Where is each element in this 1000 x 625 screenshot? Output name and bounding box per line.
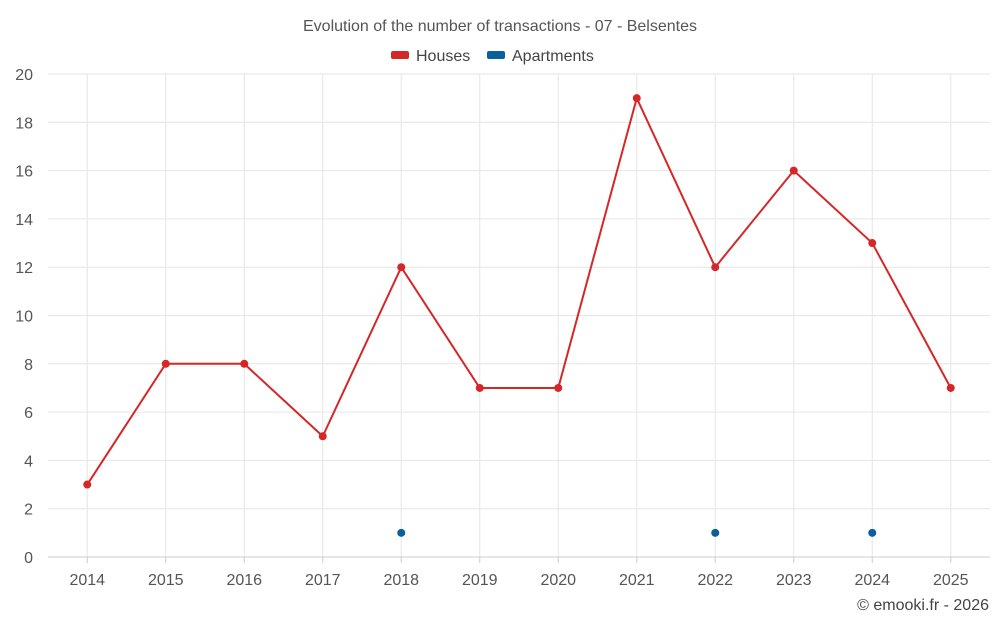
x-tick-label: 2025 [933,572,969,589]
y-tick-label: 2 [24,502,33,519]
data-point-houses[interactable] [83,480,92,489]
data-point-houses[interactable] [397,263,406,272]
series [83,94,955,537]
y-tick-label: 0 [24,550,33,567]
x-tick-label: 2021 [619,572,655,589]
x-tick-label: 2018 [383,572,419,589]
data-point-houses[interactable] [632,94,641,103]
data-point-houses[interactable] [868,239,877,248]
y-axis: 0 2 4 6 8 10 12 14 16 18 20 [15,67,33,567]
x-tick-label: 2017 [305,572,341,589]
y-tick-label: 4 [24,453,33,470]
y-tick-label: 20 [15,67,33,84]
x-tick-label: 2022 [697,572,733,589]
grid [48,73,990,558]
x-axis: 2014 2015 2016 2017 2018 2019 2020 2021 2022 2023… [48,556,990,589]
data-point-houses[interactable] [711,263,720,272]
x-tick-label: 2024 [854,572,890,589]
y-tick-label: 10 [15,309,33,326]
data-point-houses[interactable] [240,359,249,368]
x-tick-label: 2016 [226,572,262,589]
data-point-houses[interactable] [946,383,955,392]
y-tick-label: 14 [15,212,33,229]
data-point-houses[interactable] [475,383,484,392]
credit-text: © emooki.fr - 2026 [857,597,989,614]
legend-swatch-houses [391,51,409,59]
data-point-houses[interactable] [161,359,170,368]
data-point-houses[interactable] [318,432,327,441]
y-tick-label: 16 [15,164,33,181]
data-point-houses[interactable] [554,383,563,392]
y-tick-label: 8 [24,357,33,374]
y-tick-label: 12 [15,260,33,277]
chart-title: Evolution of the number of transactions … [303,18,697,35]
data-point-apartments[interactable] [397,528,406,537]
legend-item-houses[interactable]: Houses [391,48,470,65]
y-tick-label: 18 [15,115,33,132]
x-tick-label: 2015 [148,572,184,589]
legend-item-apartments[interactable]: Apartments [487,48,594,65]
legend-swatch-apartments [487,51,505,59]
data-point-houses[interactable] [789,166,798,175]
legend: Houses Apartments [391,48,594,65]
x-tick-label: 2020 [540,572,576,589]
x-tick-label: 2019 [462,572,498,589]
data-point-apartments[interactable] [868,528,877,537]
legend-label-houses: Houses [416,48,470,65]
legend-label-apartments: Apartments [512,48,594,65]
series-line-houses [86,97,952,486]
y-tick-label: 6 [24,405,33,422]
x-tick-label: 2014 [69,572,105,589]
x-tick-label: 2023 [776,572,812,589]
data-point-apartments[interactable] [711,528,720,537]
